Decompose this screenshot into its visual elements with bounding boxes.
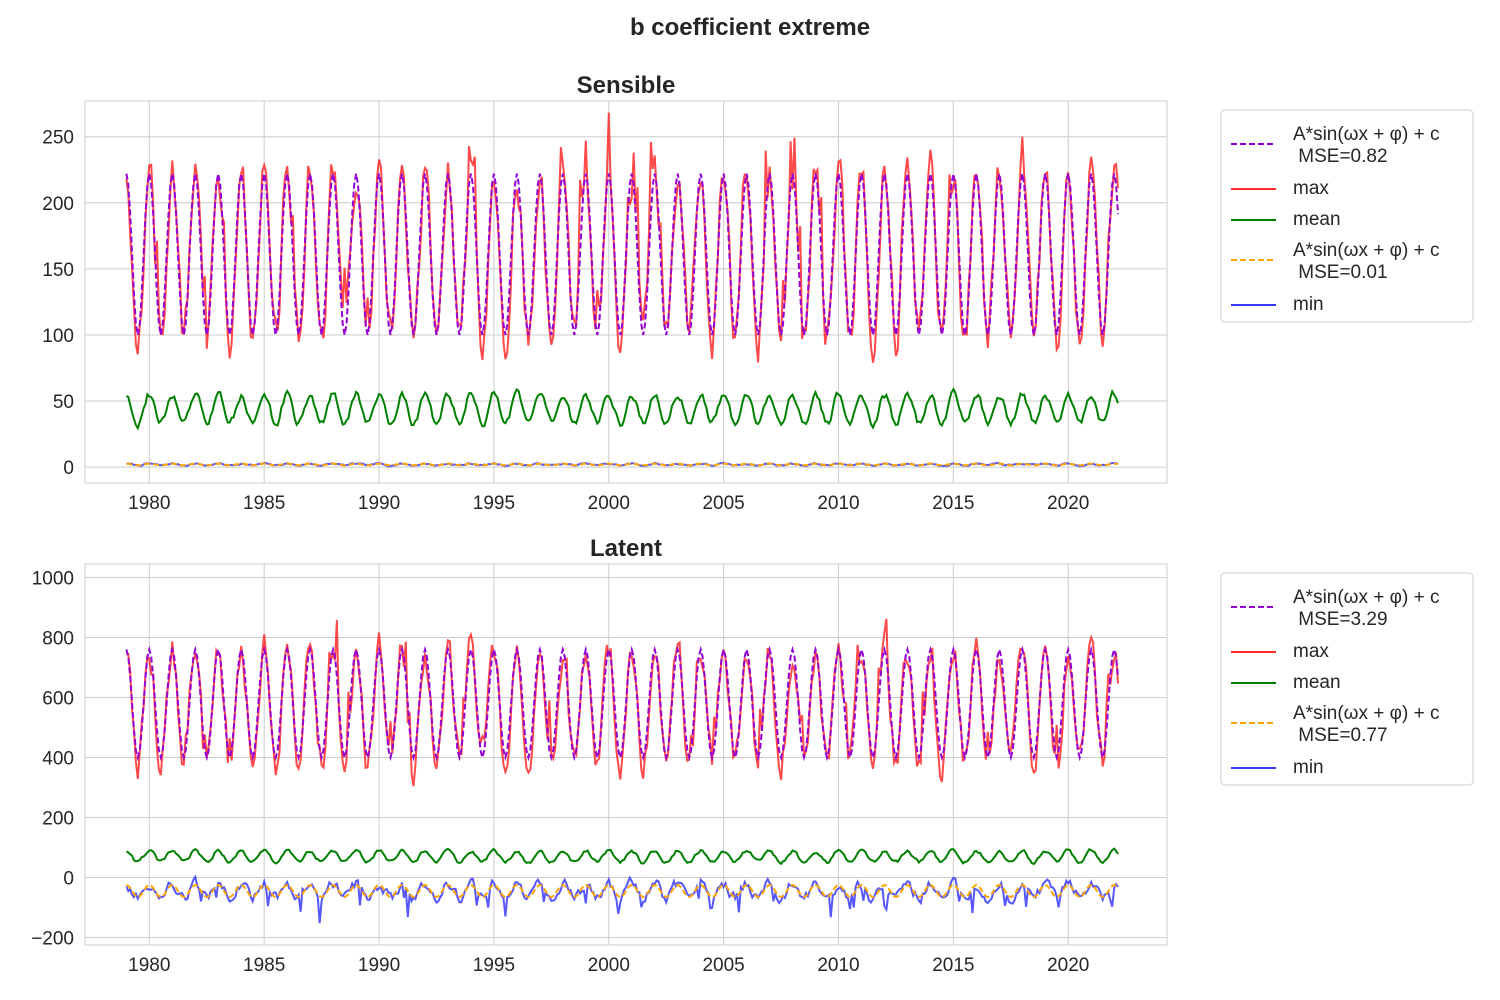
panel-title: Latent xyxy=(590,535,662,562)
legend-box xyxy=(1220,572,1474,786)
x-tick-label: 2000 xyxy=(588,493,630,514)
x-tick-label: 2010 xyxy=(817,493,859,514)
series-line-mean xyxy=(125,387,1119,431)
series-line-mean xyxy=(125,847,1119,866)
y-tick-label: −200 xyxy=(31,929,74,950)
legend-label: min xyxy=(1293,294,1324,315)
y-tick-label: 50 xyxy=(53,392,74,413)
legend-label: mean xyxy=(1293,672,1341,693)
y-tick-label: 1000 xyxy=(32,569,74,590)
x-tick-label: 1990 xyxy=(358,493,400,514)
series-line-fit-min xyxy=(126,462,1119,467)
series-line-fit-min xyxy=(126,883,1119,899)
x-tick-label: 1985 xyxy=(243,493,285,514)
x-tick-label: 2020 xyxy=(1047,955,1089,976)
x-tick-label: 1980 xyxy=(128,493,170,514)
x-tick-label: 1995 xyxy=(473,493,515,514)
x-tick-label: 2000 xyxy=(588,955,630,976)
y-tick-label: 400 xyxy=(42,749,74,770)
x-tick-label: 2020 xyxy=(1047,493,1089,514)
series-line-max xyxy=(125,112,1119,363)
legend-label: A*sin(ωx + φ) + c xyxy=(1293,587,1439,608)
x-tick-label: 2005 xyxy=(702,955,744,976)
y-tick-label: 150 xyxy=(42,260,74,281)
legend-mse-label: MSE=3.29 xyxy=(1293,609,1388,630)
legend-mse-label: MSE=0.77 xyxy=(1293,725,1388,746)
y-tick-label: 200 xyxy=(42,809,74,830)
y-tick-label: 600 xyxy=(42,689,74,710)
panel-title: Sensible xyxy=(577,72,676,99)
legend-label: min xyxy=(1293,757,1324,778)
y-tick-label: 800 xyxy=(42,629,74,650)
legend-label: max xyxy=(1293,178,1329,199)
legend: A*sin(ωx + φ) + c MSE=0.82 max mean A*sin(ω… xyxy=(1220,109,1474,323)
legend-mse-label: MSE=0.01 xyxy=(1293,262,1388,283)
series-line-fit-max xyxy=(125,173,1119,336)
series-lines xyxy=(125,618,1119,924)
x-tick-label: 2010 xyxy=(817,955,859,976)
legend: A*sin(ωx + φ) + c MSE=3.29 max mean A*sin(ω… xyxy=(1220,572,1474,786)
plot-frame xyxy=(84,563,1168,946)
series-line-fit-max xyxy=(125,645,1119,762)
figure-title: b coefficient extreme xyxy=(629,14,871,41)
legend-mse-label: MSE=0.82 xyxy=(1293,146,1388,167)
legend-label: A*sin(ωx + φ) + c xyxy=(1293,124,1439,145)
series-lines xyxy=(125,112,1119,468)
x-tick-label: 1985 xyxy=(243,955,285,976)
x-tick-label: 2005 xyxy=(702,493,744,514)
y-tick-label: 200 xyxy=(42,194,74,215)
x-tick-label: 1980 xyxy=(128,955,170,976)
x-tick-label: 1995 xyxy=(473,955,515,976)
y-tick-label: 0 xyxy=(63,458,74,479)
legend-label: A*sin(ωx + φ) + c xyxy=(1293,240,1439,261)
x-tick-label: 2015 xyxy=(932,493,974,514)
x-tick-label: 2015 xyxy=(932,955,974,976)
series-line-max xyxy=(126,618,1119,787)
y-tick-label: 250 xyxy=(42,128,74,149)
legend-label: max xyxy=(1293,641,1329,662)
plot-frame xyxy=(84,100,1168,484)
legend-box xyxy=(1220,109,1474,323)
y-tick-label: 0 xyxy=(63,869,74,890)
x-tick-label: 1990 xyxy=(358,955,400,976)
legend-label: A*sin(ωx + φ) + c xyxy=(1293,703,1439,724)
y-tick-label: 100 xyxy=(42,326,74,347)
legend-label: mean xyxy=(1293,209,1341,230)
series-line-min xyxy=(126,461,1119,468)
grid xyxy=(85,101,1167,483)
series-line-min xyxy=(125,874,1119,924)
